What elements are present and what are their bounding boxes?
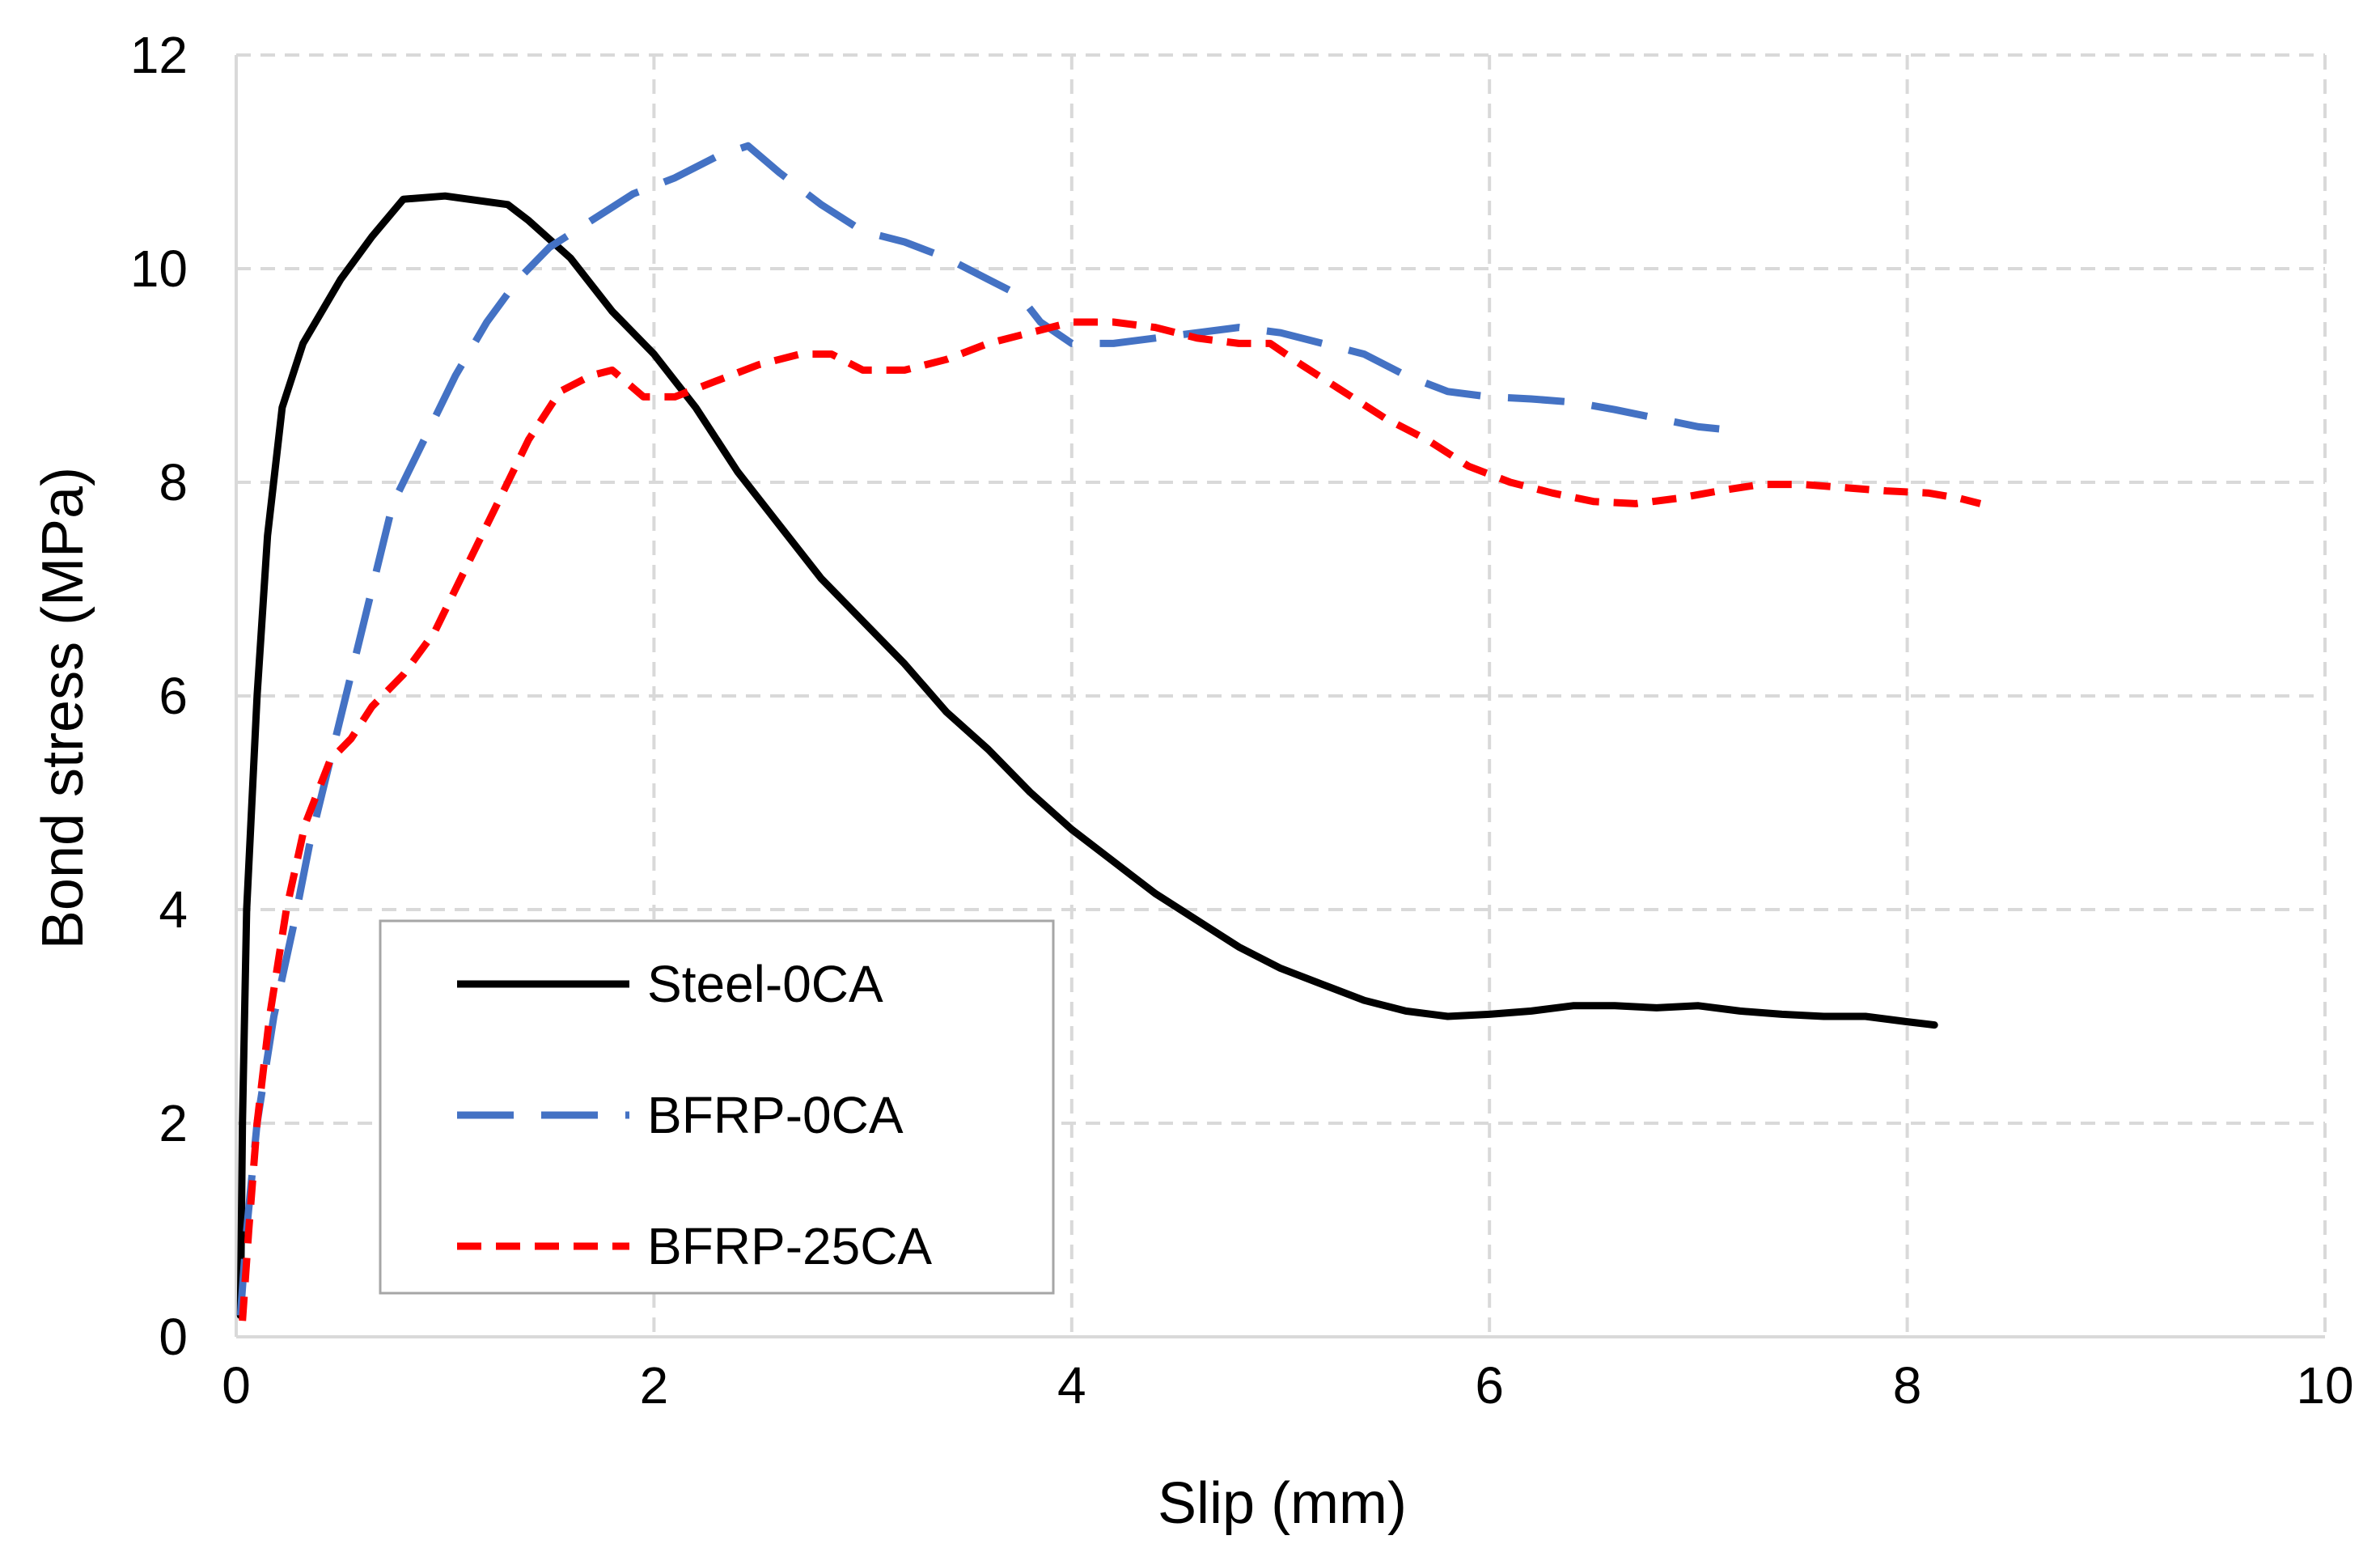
legend: Steel-0CA BFRP-0CA BFRP-25CA bbox=[379, 919, 1055, 1295]
x-tick-label-4: 8 bbox=[1893, 1356, 1922, 1415]
series-line-bfrp-0ca bbox=[236, 142, 1720, 1316]
x-tick-label-5: 10 bbox=[2296, 1356, 2353, 1415]
y-tick-label-5: 10 bbox=[130, 240, 188, 298]
legend-label-2: BFRP-25CA bbox=[647, 1217, 932, 1275]
y-axis-tick-labels: 0 2 4 6 8 10 12 bbox=[130, 26, 188, 1366]
x-tick-label-1: 2 bbox=[640, 1356, 669, 1415]
y-tick-label-6: 12 bbox=[130, 26, 188, 84]
legend-label-0: Steel-0CA bbox=[647, 955, 883, 1013]
x-tick-label-2: 4 bbox=[1057, 1356, 1086, 1415]
x-axis-title: Slip (mm) bbox=[1158, 1471, 1407, 1536]
x-tick-label-0: 0 bbox=[222, 1356, 251, 1415]
y-tick-label-3: 6 bbox=[159, 667, 188, 725]
x-axis-tick-labels: 0 2 4 6 8 10 bbox=[222, 1356, 2353, 1415]
y-axis-title: Bond stress (MPa) bbox=[31, 467, 95, 949]
gridlines bbox=[236, 53, 2327, 1337]
series-line-bfrp-25ca bbox=[239, 318, 1982, 1321]
y-tick-label-0: 0 bbox=[159, 1308, 188, 1366]
y-tick-label-1: 2 bbox=[159, 1094, 188, 1152]
axes bbox=[235, 55, 2325, 1338]
legend-label-1: BFRP-0CA bbox=[647, 1086, 904, 1144]
y-tick-label-4: 8 bbox=[159, 453, 188, 511]
x-tick-label-3: 6 bbox=[1475, 1356, 1504, 1415]
series-line-steel-0ca bbox=[236, 192, 1938, 1320]
series-lines bbox=[236, 142, 1982, 1321]
y-tick-label-2: 4 bbox=[159, 880, 188, 939]
